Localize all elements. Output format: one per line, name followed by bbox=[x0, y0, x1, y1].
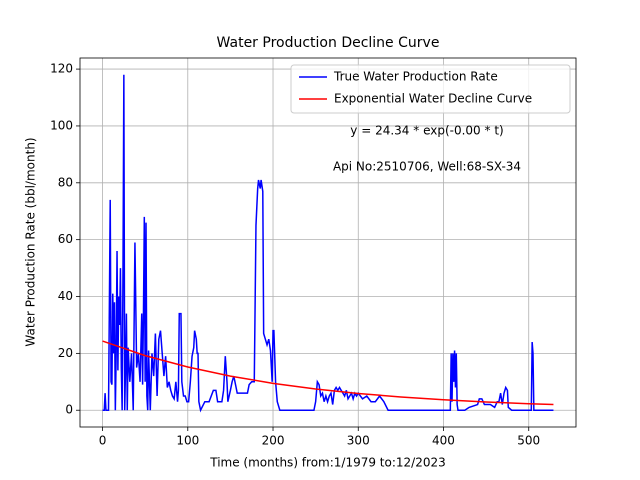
legend-label: Exponential Water Decline Curve bbox=[334, 92, 532, 106]
x-tick-label: 200 bbox=[262, 434, 285, 448]
data-line bbox=[102, 74, 554, 413]
data-line bbox=[102, 340, 554, 406]
x-tick-label: 0 bbox=[99, 434, 107, 448]
legend-label: True Water Production Rate bbox=[333, 70, 498, 84]
y-axis-label: Water Production Rate (bbl/month) bbox=[24, 137, 38, 346]
x-tick-label: 400 bbox=[432, 434, 455, 448]
legend-box bbox=[290, 64, 571, 114]
annotation: y = 24.34 * exp(-0.00 * t) bbox=[350, 124, 503, 138]
chart-title: Water Production Decline Curve bbox=[217, 35, 440, 51]
plot-frame bbox=[79, 57, 577, 428]
y-tick-label: 100 bbox=[50, 118, 73, 132]
y-tick-label: 80 bbox=[58, 175, 73, 189]
x-tick-label: 500 bbox=[517, 434, 540, 448]
x-tick-label: 300 bbox=[347, 434, 370, 448]
x-axis-label: Time (months) from:1/1979 to:12/2023 bbox=[209, 456, 446, 470]
y-tick-label: 40 bbox=[58, 289, 73, 303]
annotation: Api No:2510706, Well:68-SX-34 bbox=[333, 160, 521, 174]
y-tick-label: 0 bbox=[65, 403, 73, 417]
y-tick-label: 60 bbox=[58, 232, 73, 246]
x-tick-label: 100 bbox=[176, 434, 199, 448]
y-tick-label: 120 bbox=[50, 62, 73, 76]
y-tick-label: 20 bbox=[58, 346, 73, 360]
